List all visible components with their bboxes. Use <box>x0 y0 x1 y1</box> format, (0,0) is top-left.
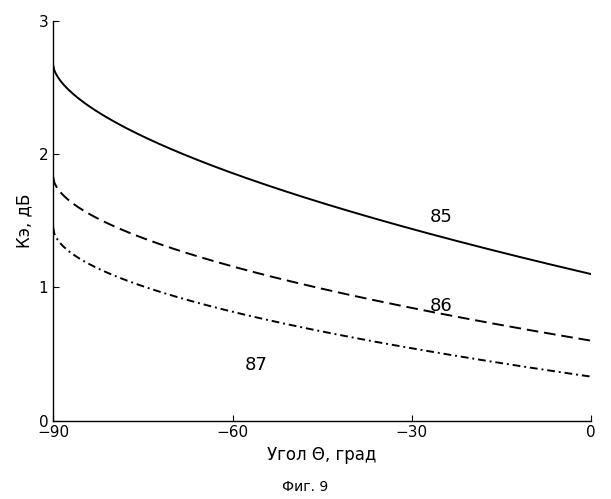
X-axis label: Угол Θ, град: Угол Θ, град <box>268 446 377 464</box>
Text: 86: 86 <box>430 297 453 315</box>
Y-axis label: Кэ, дБ: Кэ, дБ <box>15 194 33 248</box>
Text: 85: 85 <box>430 208 453 226</box>
Text: 87: 87 <box>244 356 268 374</box>
Text: Фиг. 9: Фиг. 9 <box>282 480 329 494</box>
